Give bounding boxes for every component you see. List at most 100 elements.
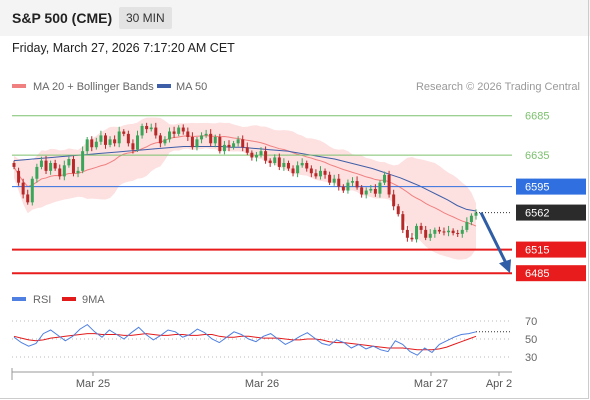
candle-body: [364, 190, 368, 195]
rsi-tick-30: 30: [525, 352, 537, 364]
candle-body: [337, 178, 341, 187]
candle-body: [268, 160, 272, 163]
rsi-ma-legend-label: 9MA: [82, 294, 105, 306]
candle-body: [419, 225, 423, 230]
candle-body: [241, 139, 245, 148]
candle-body: [131, 143, 135, 150]
candle-body: [186, 131, 190, 137]
candle-body: [456, 233, 460, 235]
bollinger-band: [14, 117, 476, 260]
candle-body: [26, 194, 30, 203]
candle-body: [213, 137, 217, 144]
candle-body: [94, 141, 98, 148]
candle-body: [341, 186, 345, 191]
candle-body: [424, 229, 428, 238]
rsi-line: [13, 323, 477, 356]
candle-body: [323, 170, 327, 175]
candle-body: [200, 135, 204, 140]
candle-body: [460, 229, 464, 234]
candle-body: [85, 139, 89, 152]
candle-body: [428, 233, 432, 238]
candle-body: [136, 135, 140, 150]
candle-body: [44, 160, 48, 171]
chart-title: S&P 500 (CME): [12, 10, 113, 26]
candle-body: [383, 174, 387, 183]
candle-body: [360, 187, 364, 195]
candle-body: [309, 168, 313, 174]
level-box-6485: [516, 265, 586, 282]
timeframe-badge[interactable]: 30 MIN: [119, 7, 172, 29]
level-label-6515: 6515: [525, 245, 549, 257]
candle-body: [346, 182, 350, 191]
candle-body: [264, 151, 268, 161]
candle-body: [190, 137, 194, 148]
candle-body: [410, 237, 414, 240]
forecast-arrow-shaft: [479, 211, 509, 266]
candle-body: [369, 188, 373, 191]
level-label-6485: 6485: [525, 268, 549, 280]
rsi-ma-legend-swatch: [62, 297, 76, 301]
current-price-box: [516, 204, 586, 221]
candle-body: [328, 174, 332, 183]
candle-body: [236, 139, 240, 144]
candle-body: [218, 137, 222, 152]
candle-body: [433, 229, 437, 234]
level-label-6685: 6685: [525, 111, 549, 123]
candle-body: [378, 182, 382, 194]
candle-body: [103, 135, 107, 145]
ma50-legend-label: MA 50: [176, 81, 207, 93]
ma50-legend-swatch: [157, 84, 171, 88]
candle-body: [140, 125, 144, 136]
candle-body: [282, 162, 286, 167]
candle-body: [447, 230, 451, 233]
candle-body: [273, 157, 277, 163]
candle-body: [209, 133, 213, 144]
candle-body: [67, 159, 71, 166]
candle-body: [108, 139, 112, 145]
rsi-ma-line: [13, 333, 477, 351]
candle-body: [76, 170, 80, 174]
candle-body: [451, 230, 455, 234]
candle-body: [195, 139, 199, 148]
candle-body: [318, 170, 322, 177]
candle-body: [245, 147, 249, 153]
candle-body: [350, 181, 354, 183]
candle-body: [172, 131, 176, 134]
candle-body: [291, 168, 295, 174]
level-box-6595: [516, 178, 586, 195]
candle-body: [71, 159, 75, 174]
candle-body: [158, 135, 162, 144]
candle-body: [392, 194, 396, 207]
ma50-line: [13, 145, 477, 212]
candle-body: [49, 162, 53, 171]
candle-body: [442, 231, 446, 233]
candle-body: [12, 162, 16, 167]
candle-body: [277, 157, 281, 167]
candle-body: [62, 165, 66, 177]
ma20-legend-swatch: [12, 84, 26, 88]
rsi-legend-swatch: [12, 297, 26, 301]
candle-body: [415, 225, 419, 240]
candle-body: [21, 182, 25, 195]
candle-body: [149, 127, 153, 130]
candle-body: [465, 222, 469, 230]
x-tick-label: Apr 2: [486, 378, 512, 390]
rsi-legend-label: RSI: [33, 294, 51, 306]
candle-body: [117, 131, 121, 144]
level-label-6595: 6595: [525, 182, 549, 194]
candle-body: [474, 212, 478, 216]
candle-body: [300, 162, 304, 166]
candle-body: [53, 162, 57, 169]
ma20-legend-label: MA 20 + Bollinger Bands: [33, 81, 154, 93]
candle-body: [373, 188, 377, 194]
rsi-tick-70: 70: [525, 316, 537, 328]
candle-body: [168, 131, 172, 140]
candle-body: [286, 162, 290, 169]
candle-body: [296, 165, 300, 174]
candle-body: [332, 178, 336, 183]
candle-body: [232, 143, 236, 148]
candle-body: [163, 139, 167, 144]
candle-body: [145, 125, 149, 130]
candle-body: [396, 206, 400, 215]
